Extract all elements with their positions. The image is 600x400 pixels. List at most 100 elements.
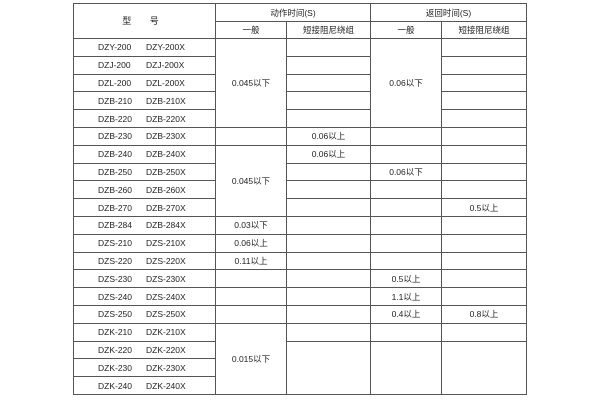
value-cell <box>286 198 371 217</box>
model-name: DZY-200 <box>98 42 132 53</box>
model-name-x: DZS-220X <box>146 255 186 266</box>
value-cell <box>370 126 442 146</box>
model-name: DZK-240 <box>98 380 133 391</box>
value-cell: 0.06以上 <box>286 126 371 146</box>
model-cell: DZK-230 DZK-230X <box>73 358 216 378</box>
table-row: DZK-240 DZK-240X <box>73 376 527 395</box>
value-cell <box>441 38 527 57</box>
model-cell: DZB-220 DZB-220X <box>73 109 216 128</box>
model-name-x: DZK-240X <box>146 380 186 391</box>
value-cell <box>441 322 527 342</box>
model-cell: DZB-230 DZB-230X <box>73 126 216 146</box>
model-name-x: DZK-220X <box>146 344 186 355</box>
value-cell <box>215 269 287 289</box>
model-cell: DZB-250 DZB-250X <box>73 162 216 182</box>
model-name-x: DZB-250X <box>146 166 186 177</box>
table-row: DZK-220 DZK-220X <box>73 340 527 395</box>
model-name-x: DZB-230X <box>146 131 186 142</box>
header-action-time: 动作时间(S) <box>215 3 371 22</box>
value-cell: 0.06以下 <box>370 162 442 182</box>
model-name-x: DZL-200X <box>146 77 185 88</box>
table-row: DZK-230 DZK-230X <box>73 358 527 378</box>
value-cell <box>286 269 371 289</box>
model-cell: DZS-250 DZS-250X <box>73 304 216 324</box>
model-cell: DZK-240 DZK-240X <box>73 376 216 395</box>
value-cell <box>370 322 442 342</box>
table-row: DZS-230 DZS-230X 0.5以上 <box>73 269 527 289</box>
model-name: DZK-210 <box>98 327 133 338</box>
model-name: DZS-240 <box>98 291 133 302</box>
value-cell: 0.11以上 <box>215 251 287 271</box>
value-cell <box>286 55 371 75</box>
model-cell: DZS-210 DZS-210X <box>73 233 216 253</box>
value-cell <box>286 304 371 324</box>
model-name-x: DZK-230X <box>146 362 186 373</box>
value-cell: 0.5以上 <box>370 269 442 289</box>
value-cell: 0.4以上 <box>370 304 442 324</box>
model-cell: DZB-270 DZB-270X <box>73 198 216 217</box>
model-cell: DZK-220 DZK-220X <box>73 340 216 360</box>
value-cell <box>441 233 527 253</box>
value-cell <box>370 198 442 217</box>
table-row: DZS-250 DZS-250X 0.4以上 0.8以上 <box>73 304 527 324</box>
model-name: DZS-220 <box>98 255 133 266</box>
model-name-x: DZB-260X <box>146 184 186 195</box>
value-cell <box>286 91 371 111</box>
model-name: DZS-230 <box>98 273 133 284</box>
model-name: DZB-210 <box>98 95 133 106</box>
value-cell <box>286 215 371 235</box>
header-row-1: 型 号 动作时间(S) 返回时间(S) <box>73 3 527 39</box>
value-cell <box>441 126 527 146</box>
value-cell <box>286 287 371 306</box>
model-name-x: DZB-270X <box>146 202 186 213</box>
model-cell: DZB-260 DZB-260X <box>73 180 216 200</box>
value-cell <box>370 233 442 253</box>
table-row: DZS-240 DZS-240X 1.1以上 <box>73 287 527 306</box>
value-cell <box>441 269 527 289</box>
header-type: 型 号 <box>73 3 216 39</box>
value-cell <box>441 251 527 271</box>
model-name: DZB-270 <box>98 202 133 213</box>
table-row: DZJ-200 DZJ-200X <box>73 55 527 75</box>
table-row: DZS-210 DZS-210X 0.06以上 <box>73 233 527 253</box>
model-name: DZS-250 <box>98 309 133 320</box>
value-cell: 0.5以上 <box>441 198 527 217</box>
model-name-x: DZS-230X <box>146 273 186 284</box>
value-cell <box>286 251 371 271</box>
value-cell: 1.1以上 <box>370 287 442 306</box>
value-cell <box>370 251 442 271</box>
relay-timing-table: 型 号 动作时间(S) 返回时间(S) 一般 短接阻尼绕组 一般 短接阻尼绕组 … <box>73 3 527 395</box>
model-name-x: DZS-250X <box>146 309 186 320</box>
model-cell: DZS-230 DZS-230X <box>73 269 216 289</box>
value-cell <box>441 55 527 75</box>
model-name-x: DZB-210X <box>146 95 186 106</box>
model-name-x: DZB-284X <box>146 220 186 231</box>
model-name-x: DZB-240X <box>146 149 186 160</box>
value-cell <box>370 215 442 235</box>
table-row: DZL-200 DZL-200X <box>73 73 527 93</box>
model-name: DZB-230 <box>98 131 133 142</box>
model-cell: DZS-220 DZS-220X <box>73 251 216 271</box>
value-cell <box>441 73 527 93</box>
header-action-general: 一般 <box>215 21 287 39</box>
value-cell <box>215 287 287 306</box>
header-action-short-damping: 短接阻尼绕组 <box>286 21 371 39</box>
model-name-x: DZK-210X <box>146 327 186 338</box>
value-cell: 0.06以下 <box>370 38 442 128</box>
model-name: DZB-250 <box>98 166 133 177</box>
table-row: DZS-220 DZS-220X 0.11以上 <box>73 251 527 271</box>
model-name-x: DZS-210X <box>146 238 186 249</box>
value-cell <box>286 109 371 128</box>
table-row: DZB-260 DZB-260X <box>73 180 527 200</box>
model-name: DZK-230 <box>98 362 133 373</box>
value-cell <box>286 162 371 182</box>
model-name: DZB-260 <box>98 184 133 195</box>
value-cell: 0.045以下 <box>215 38 287 128</box>
header-return-general: 一般 <box>370 21 442 39</box>
table-row: DZB-240 DZB-240X 0.045以下 0.06以上 <box>73 144 527 217</box>
table-row: DZY-200 DZY-200X 0.045以下 0.06以下 <box>73 38 527 128</box>
table-row: DZK-210 DZK-210X 0.015以下 <box>73 322 527 395</box>
value-cell <box>441 287 527 306</box>
model-cell: DZY-200 DZY-200X <box>73 38 216 57</box>
model-name: DZL-200 <box>98 77 132 88</box>
